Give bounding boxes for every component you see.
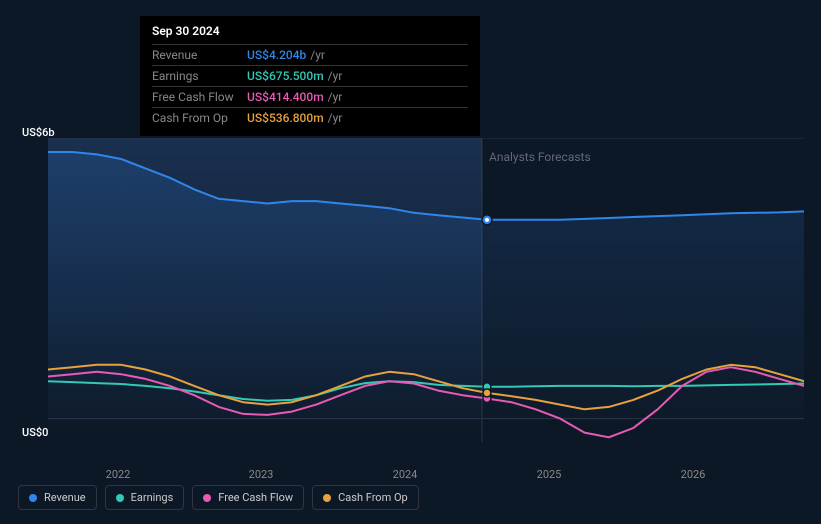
marker-cashop: [483, 389, 491, 397]
tooltip-row-value: US$536.800m: [247, 111, 324, 125]
tooltip-row: RevenueUS$4.204b/yr: [152, 44, 468, 65]
tooltip-row-label: Earnings: [152, 69, 247, 83]
tooltip-row-suffix: /yr: [328, 69, 343, 83]
legend-dot-icon: [29, 494, 37, 502]
tooltip-row-suffix: /yr: [328, 90, 343, 104]
tooltip-row-value: US$414.400m: [247, 90, 324, 104]
x-axis-tick: 2025: [537, 468, 562, 481]
tooltip-row-suffix: /yr: [310, 48, 325, 62]
tooltip-row-label: Cash From Op: [152, 111, 247, 125]
tooltip-row-label: Free Cash Flow: [152, 90, 247, 104]
x-axis-tick: 2026: [681, 468, 706, 481]
y-axis-label-bottom: US$0: [22, 426, 48, 439]
legend: Revenue Earnings Free Cash Flow Cash From O…: [18, 485, 419, 510]
chart-container: Sep 30 2024 RevenueUS$4.204b/yrEarningsU…: [16, 16, 805, 516]
chart-tooltip: Sep 30 2024 RevenueUS$4.204b/yrEarningsU…: [140, 16, 480, 136]
x-axis-tick: 2023: [249, 468, 274, 481]
legend-dot-icon: [323, 494, 331, 502]
tooltip-row-label: Revenue: [152, 48, 247, 62]
legend-dot-icon: [203, 494, 211, 502]
tooltip-row: EarningsUS$675.500m/yr: [152, 65, 468, 86]
x-axis-tick: 2022: [106, 468, 131, 481]
legend-item-label: Cash From Op: [338, 491, 408, 504]
tooltip-row-value: US$4.204b: [247, 48, 306, 62]
tooltip-row: Cash From OpUS$536.800m/yr: [152, 107, 468, 128]
legend-item-label: Revenue: [44, 491, 86, 504]
tooltip-row-value: US$675.500m: [247, 69, 324, 83]
legend-item-fcf[interactable]: Free Cash Flow: [192, 485, 304, 510]
legend-item-label: Free Cash Flow: [218, 491, 293, 504]
tooltip-date: Sep 30 2024: [152, 24, 468, 44]
legend-item-earnings[interactable]: Earnings: [105, 485, 185, 510]
tooltip-row-suffix: /yr: [328, 111, 343, 125]
legend-item-revenue[interactable]: Revenue: [18, 485, 97, 510]
legend-dot-icon: [116, 494, 124, 502]
tooltip-row: Free Cash FlowUS$414.400m/yr: [152, 86, 468, 107]
legend-item-label: Earnings: [131, 491, 174, 504]
legend-item-cashop[interactable]: Cash From Op: [312, 485, 419, 510]
line-chart[interactable]: [48, 138, 804, 442]
x-axis-tick: 2024: [393, 468, 418, 481]
